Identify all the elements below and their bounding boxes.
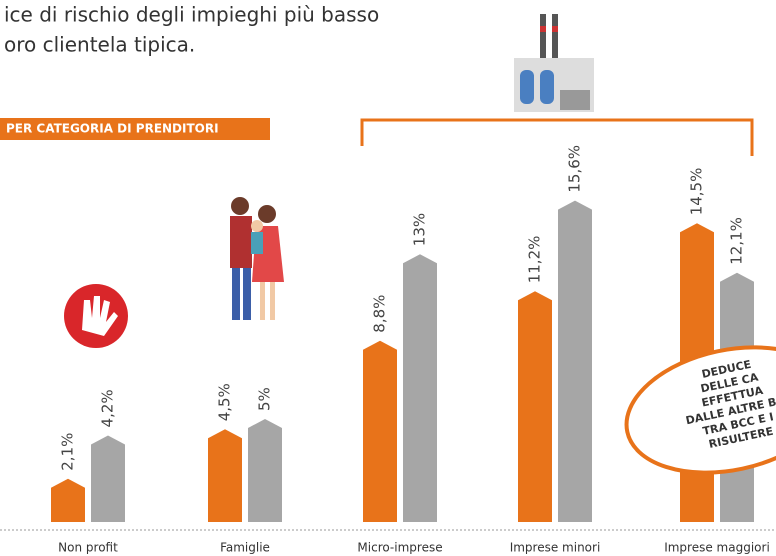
x-tick-label: Micro-imprese [357,541,442,555]
bar [248,419,282,522]
value-label: 13% [411,213,429,246]
value-label: 12,1% [728,217,746,265]
value-label: 8,8% [371,295,389,333]
x-tick-label: Non profit [58,541,118,555]
value-label: 15,6% [566,145,584,193]
bar [558,201,592,522]
x-tick-label: Imprese maggiori [664,541,770,555]
chart: ice di rischio degli impieghi più basso … [0,0,776,556]
bar [518,291,552,522]
value-label: 2,1% [59,433,77,471]
bar [363,341,397,522]
bar [403,254,437,522]
value-label: 11,2% [526,236,544,284]
family-icon [230,197,284,320]
value-label: 4,5% [216,383,234,421]
subtitle: PER CATEGORIA DI PRENDITORI [6,122,219,136]
bar [208,429,242,522]
value-label: 14,5% [688,168,706,216]
x-tick-label: Imprese minori [510,541,601,555]
factory-icon [514,14,594,112]
bars: 2,1% 4,2% 4,5% 5% 8,8% 13% 11,2% 15,6% 14,5% 12,1… [51,145,754,522]
bar [51,479,85,522]
title-line: oro clientela tipica. [4,33,195,57]
nonprofit-icon [64,284,128,348]
x-tick-label: Famiglie [220,541,270,555]
value-label: 4,2% [99,389,117,427]
value-label: 5% [256,387,274,411]
bar [91,435,125,522]
title-line: ice di rischio degli impieghi più basso [4,3,379,27]
bracket [362,120,752,156]
